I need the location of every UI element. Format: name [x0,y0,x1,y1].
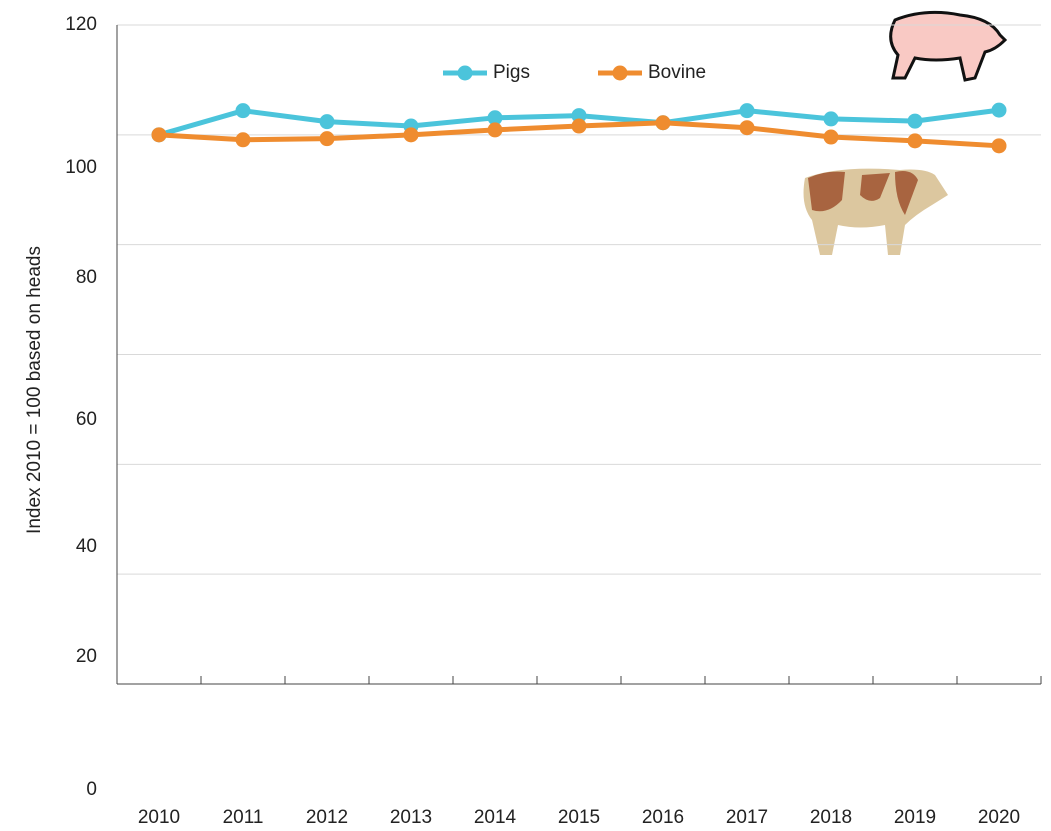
x-tick-label: 2019 [894,807,936,828]
y-tick-label: 60 [76,409,97,430]
point [571,108,587,124]
point [571,118,587,134]
legend-label: Pigs [493,62,530,83]
legend-label: Bovine [648,62,706,83]
x-tick-label: 2018 [810,807,852,828]
x-tick-label: 2015 [558,807,600,828]
point [739,103,755,119]
point [487,122,503,138]
point [235,132,251,148]
point [907,113,923,129]
y-axis-label: Index 2010 = 100 based on heads [24,246,45,534]
point [151,127,167,143]
x-tick-label: 2011 [223,807,264,828]
x-tick-label: 2016 [642,807,684,828]
point [991,138,1007,154]
y-tick-label: 100 [65,157,97,178]
legend-marker [612,65,628,81]
x-tick-label: 2013 [390,807,432,828]
x-tick-label: 2014 [474,807,517,828]
point [487,110,503,126]
cow-icon [803,168,948,255]
point [319,131,335,147]
point [823,111,839,127]
y-tick-label: 0 [86,779,97,800]
point [991,102,1007,118]
x-tick-label: 2012 [306,807,348,828]
point [403,127,419,143]
point [235,103,251,119]
y-tick-label: 120 [65,14,97,35]
x-tick-label: 2017 [726,807,768,828]
legend-marker [457,65,473,81]
point [655,115,671,131]
point [907,133,923,149]
y-tick-label: 80 [76,267,97,288]
point [739,120,755,136]
x-tick-label: 2020 [978,807,1020,828]
pig-icon [889,10,1008,82]
point [823,129,839,145]
point [319,114,335,130]
x-tick-label: 2010 [138,807,180,828]
y-tick-label: 20 [76,646,97,667]
y-tick-label: 40 [76,536,97,557]
